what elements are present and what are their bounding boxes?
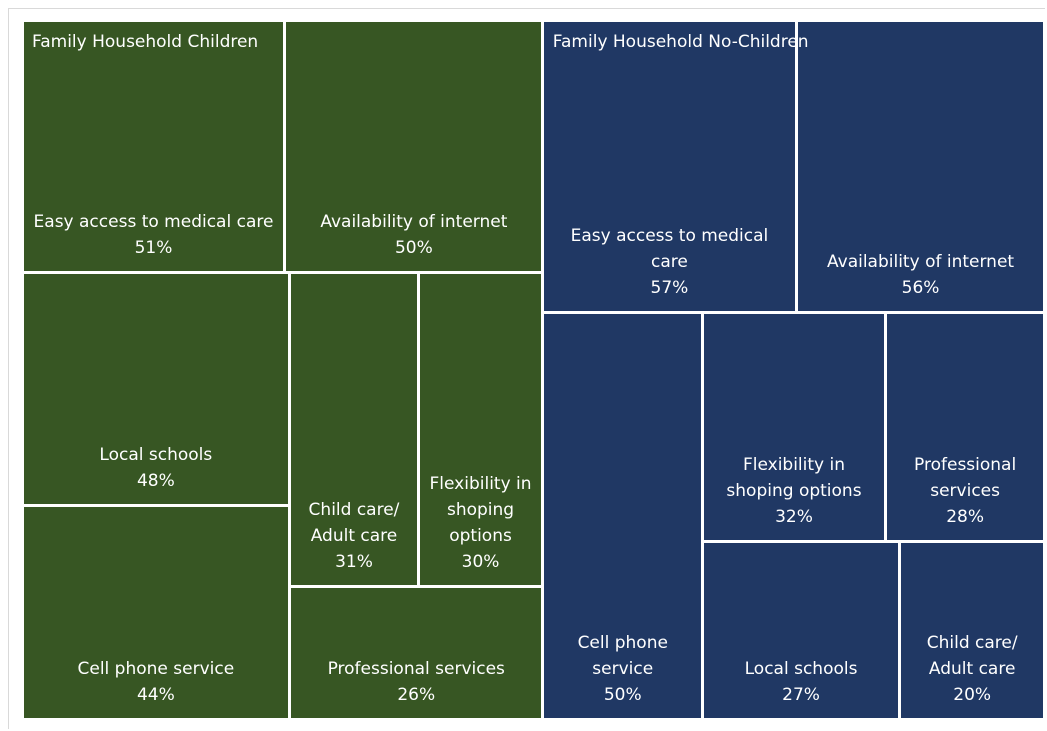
tile-label: Professional services — [327, 659, 505, 680]
tile: Professional services 28% — [886, 314, 1044, 540]
tile-label: Professional services — [914, 454, 1017, 501]
tile-value: 28% — [946, 506, 985, 527]
tile-label: Flexibility in shoping options — [429, 473, 532, 546]
tile-label: Availability of internet — [827, 252, 1015, 273]
treemap: Easy access to medical care 51% Availabili… — [22, 20, 1045, 720]
tile: Availability of internet 56% — [797, 21, 1044, 312]
tile-label: Local schools — [99, 445, 213, 466]
group-title: Family Household Children — [32, 32, 259, 52]
tile-value: 20% — [953, 685, 992, 706]
tile-value: 50% — [603, 685, 642, 706]
group-title: Family Household No-Children — [552, 32, 809, 52]
tile-value: 31% — [335, 551, 373, 572]
tile-label: Cell phone service — [577, 633, 668, 680]
tile: Availability of internet 50% — [286, 21, 542, 271]
tile-label: Cell phone service — [77, 659, 235, 680]
tile-value: 44% — [136, 685, 175, 706]
tile-value: 56% — [901, 278, 940, 299]
tile-label: Flexibility in shoping options — [726, 454, 862, 501]
tile: Flexibility in shoping options 32% — [704, 314, 884, 540]
tile-label: Availability of internet — [320, 212, 508, 232]
tile: Cell phone service 50% — [544, 314, 702, 719]
tile-value: 32% — [775, 506, 813, 527]
tile-value: 30% — [461, 551, 500, 572]
tile: Child care/ Adult care 31% — [291, 274, 417, 585]
tile-label: Child care/ Adult care — [308, 499, 400, 546]
tile-value: 51% — [134, 238, 173, 258]
tile: Child care/ Adult care 20% — [900, 542, 1044, 719]
tile-label: Easy access to medical care — [570, 226, 769, 273]
tile-value: 48% — [136, 471, 175, 492]
tile-label: Child care/ Adult care — [926, 633, 1018, 680]
chart-frame — [8, 8, 1045, 729]
tile: Flexibility in shoping options 30% — [419, 274, 542, 585]
tile-value: 57% — [650, 278, 689, 299]
tile: Easy access to medical care 51% — [23, 21, 284, 271]
tile: Local schools 48% — [23, 274, 289, 505]
tile-value: 26% — [397, 685, 436, 706]
tile: Easy access to medical care 57% — [544, 21, 795, 312]
tile: Professional services 26% — [291, 587, 542, 719]
tile-label: Local schools — [744, 659, 858, 680]
tile: Local schools 27% — [704, 542, 898, 719]
tile-value: 50% — [394, 238, 433, 258]
tile: Cell phone service 44% — [23, 507, 289, 719]
tile-value: 27% — [782, 685, 820, 706]
tile-label: Easy access to medical care — [33, 212, 274, 232]
